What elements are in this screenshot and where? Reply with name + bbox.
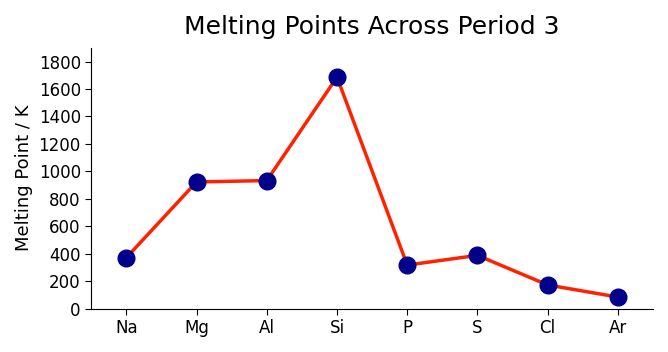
Y-axis label: Melting Point / K: Melting Point / K bbox=[15, 105, 33, 251]
Title: Melting Points Across Period 3: Melting Points Across Period 3 bbox=[184, 15, 560, 39]
